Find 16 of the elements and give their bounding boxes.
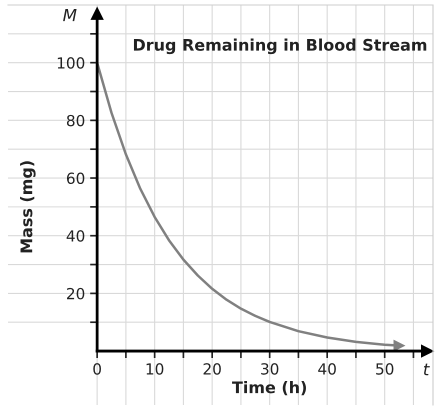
x-tick-label: 30: [261, 363, 278, 375]
text: Drug Remaining in Blood Stream: [134, 38, 426, 54]
annotation: t: [424, 364, 430, 376]
y-tick-label: 60: [66, 172, 84, 184]
y-tick-label: 100: [58, 57, 84, 69]
y-axis-title: Mass (mg): [20, 161, 36, 252]
y-tick-label: 40: [66, 230, 84, 242]
y-tick-label: 20: [67, 288, 84, 300]
x-tick-label: 20: [204, 363, 221, 375]
y-tick-label: 80: [66, 114, 84, 126]
x-tick-label: 40: [318, 363, 336, 375]
x-tick-label: 0: [93, 363, 101, 375]
annotation: M: [63, 8, 77, 22]
x-tick-label: 50: [376, 363, 394, 375]
x-tick-label: 10: [146, 363, 164, 375]
x-axis-title: Time (h): [232, 381, 306, 396]
